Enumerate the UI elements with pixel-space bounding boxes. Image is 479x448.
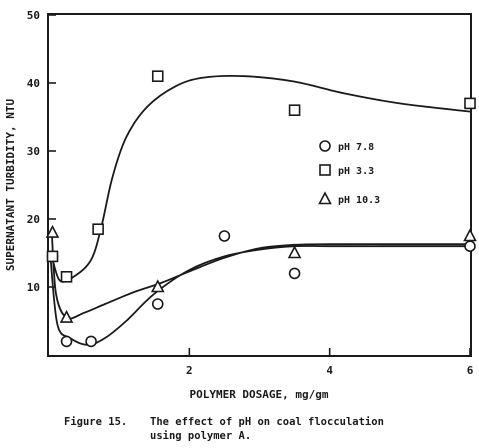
data-point-ph-7-8 xyxy=(218,230,231,242)
figure-caption-line-2: using polymer A. xyxy=(150,430,251,442)
legend: pH 7.8 pH 3.3 pH 10.3 xyxy=(318,140,380,206)
y-tick-label: 40 xyxy=(27,77,40,90)
data-point-ph-10-3 xyxy=(287,245,302,259)
y-tick-label: 50 xyxy=(27,9,40,22)
data-point-ph-3-3 xyxy=(46,250,59,263)
y-tick-label: 20 xyxy=(27,213,40,226)
data-markers xyxy=(45,70,477,348)
data-point-ph-10-3 xyxy=(150,279,165,293)
legend-marker-ph-10-3 xyxy=(318,191,332,205)
data-point-ph-10-3 xyxy=(463,228,477,242)
fit-curve-ph-7-8 xyxy=(49,245,470,346)
data-point-ph-10-3 xyxy=(59,309,74,323)
x-tick-label: 2 xyxy=(186,364,193,377)
fitted-curves xyxy=(49,74,471,346)
data-point-ph-7-8 xyxy=(288,267,301,280)
figure-caption-label: Figure 15. xyxy=(64,416,127,428)
plot-frame xyxy=(47,13,472,357)
data-point-ph-7-8 xyxy=(60,335,73,348)
x-axis-title: POLYMER DOSAGE, mg/gm xyxy=(189,388,328,401)
data-point-ph-3-3 xyxy=(151,70,164,82)
data-point-ph-3-3 xyxy=(92,223,104,235)
x-tick-label: 4 xyxy=(326,364,333,377)
data-point-ph-7-8 xyxy=(151,298,164,310)
data-point-ph-10-3 xyxy=(45,224,60,238)
legend-label-ph-10-3: pH 10.3 xyxy=(338,195,380,206)
legend-label-ph-3-3: pH 3.3 xyxy=(338,166,374,177)
legend-marker-ph-7-8 xyxy=(319,140,331,152)
data-point-ph-3-3 xyxy=(60,270,73,283)
data-point-ph-7-8 xyxy=(85,335,97,348)
tick-group: 10 20 30 40 50 2 4 6 xyxy=(27,9,474,377)
y-tick-label: 10 xyxy=(27,281,40,294)
legend-marker-ph-3-3 xyxy=(319,164,331,176)
y-axis-title: SUPERNATANT TURBIDITY, NTU xyxy=(4,99,17,272)
y-tick-label: 30 xyxy=(27,145,40,158)
fit-curve-ph-3-3 xyxy=(50,74,471,283)
figure-caption-line-1: The effect of pH on coal flocculation xyxy=(150,416,384,428)
legend-label-ph-7-8: pH 7.8 xyxy=(338,142,374,153)
x-tick-label: 6 xyxy=(467,364,474,377)
data-point-ph-3-3 xyxy=(464,97,476,110)
data-point-ph-7-8 xyxy=(464,240,476,252)
data-point-ph-3-3 xyxy=(288,104,301,116)
